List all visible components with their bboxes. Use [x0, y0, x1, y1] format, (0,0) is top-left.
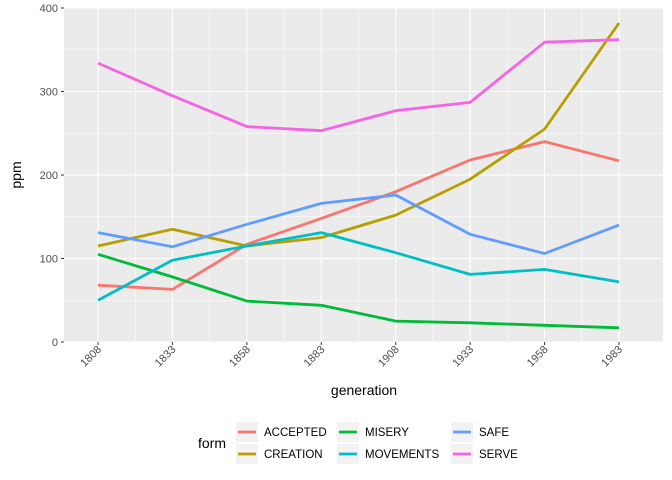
legend-label: CREATION — [264, 449, 323, 461]
y-axis: 0 100 200 300 400 — [40, 3, 64, 349]
legend-title: form — [198, 435, 226, 451]
legend-label: SAFE — [479, 427, 509, 439]
x-tick-label: 1833 — [153, 344, 179, 370]
y-axis-title: ppm — [8, 161, 24, 188]
x-axis: 1808 1833 1858 1883 1908 1933 1958 1983 — [78, 342, 625, 369]
series-line-creation — [97, 22, 621, 248]
y-tick-label: 400 — [40, 3, 58, 15]
x-tick-label: 1958 — [525, 344, 551, 370]
legend-label: MOVEMENTS — [365, 449, 439, 461]
series-line-safe — [97, 193, 620, 255]
legend: form ACCEPTED CREATION MISERY MOVEMENTS SAFE… — [198, 422, 518, 464]
x-tick-label: 1808 — [78, 344, 104, 370]
y-tick-label: 200 — [40, 170, 58, 182]
x-tick-label: 1983 — [599, 344, 625, 370]
series-lines — [97, 22, 621, 330]
x-axis-title: generation — [331, 382, 397, 398]
legend-label: ACCEPTED — [264, 427, 327, 439]
x-tick-label: 1858 — [227, 344, 253, 370]
series-line-serve — [97, 38, 620, 133]
x-tick-label: 1933 — [450, 344, 476, 370]
y-tick-label: 300 — [40, 87, 58, 99]
major-gridlines — [64, 7, 663, 343]
series-line-movements — [97, 231, 620, 302]
x-tick-label: 1883 — [302, 344, 328, 370]
legend-label: SERVE — [479, 449, 518, 461]
y-tick-label: 0 — [52, 337, 58, 349]
x-tick-label: 1908 — [376, 344, 402, 370]
legend-label: MISERY — [365, 427, 409, 439]
series-line-misery — [97, 252, 620, 330]
y-tick-label: 100 — [40, 254, 58, 266]
